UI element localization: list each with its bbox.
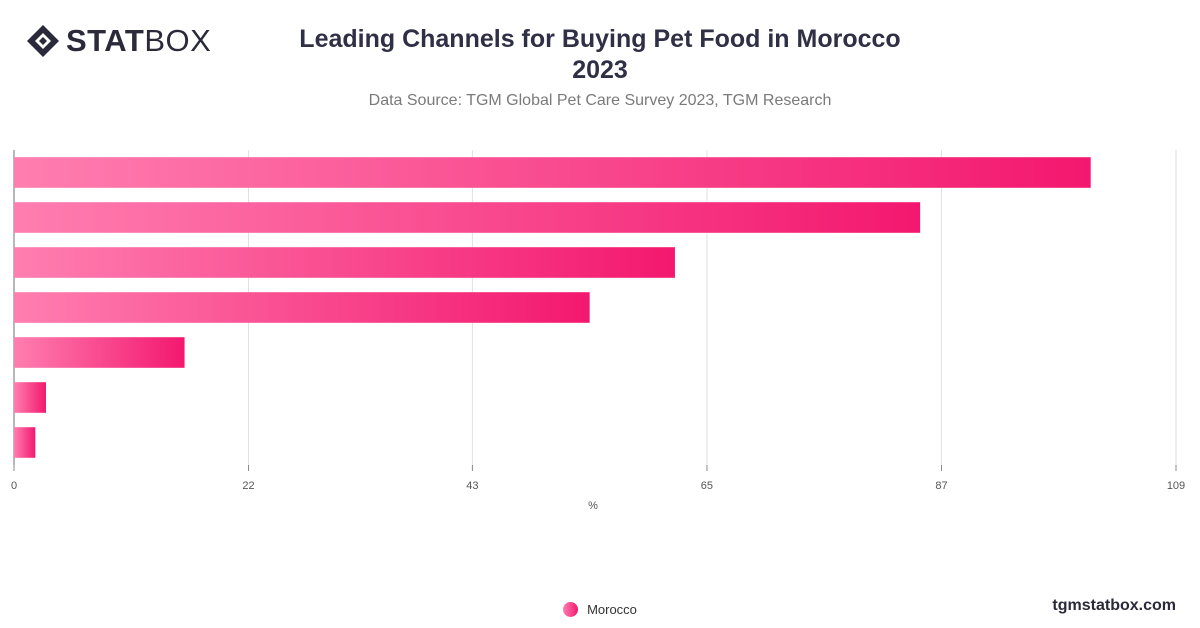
bar-4[interactable]: [14, 292, 590, 323]
chart-title: Leading Channels for Buying Pet Food in …: [250, 24, 950, 86]
x-tick-label: 43: [466, 480, 478, 492]
x-tick-label: 65: [701, 480, 713, 492]
chart-title-text: Leading Channels for Buying Pet Food in …: [299, 25, 901, 53]
chart-subtitle: Data Source: TGM Global Pet Care Survey …: [368, 92, 832, 109]
logo-bold-text: STAT: [66, 23, 145, 58]
bar-chart: 0 22 43 65 87 109 %: [11, 150, 1185, 512]
x-tick-label: 109: [1167, 480, 1185, 492]
x-axis-ticks: 0 22 43 65 87 109: [11, 465, 1185, 492]
x-tick-label: 87: [935, 480, 947, 492]
legend[interactable]: Morocco: [0, 602, 1200, 617]
bar-1[interactable]: [14, 157, 1091, 188]
bars: [14, 157, 1091, 458]
x-tick-label: 22: [242, 480, 254, 492]
site-url: tgmstatbox.com: [1052, 597, 1176, 614]
logo-light-text: BOX: [144, 23, 212, 58]
legend-marker: [563, 602, 579, 617]
logo-wordmark: STATBOX: [66, 24, 211, 58]
legend-label: Morocco: [587, 602, 637, 617]
bar-7[interactable]: [14, 427, 36, 458]
bar-3[interactable]: [14, 247, 675, 278]
statbox-diamond-icon: [27, 25, 59, 57]
bar-6[interactable]: [14, 382, 46, 413]
bar-2[interactable]: [14, 202, 921, 233]
x-tick-label: 0: [11, 480, 17, 492]
statbox-logo: STATBOX: [26, 24, 211, 58]
x-axis-label: %: [588, 500, 598, 512]
chart-title-year: 2023: [572, 56, 628, 84]
bar-5[interactable]: [14, 337, 185, 368]
